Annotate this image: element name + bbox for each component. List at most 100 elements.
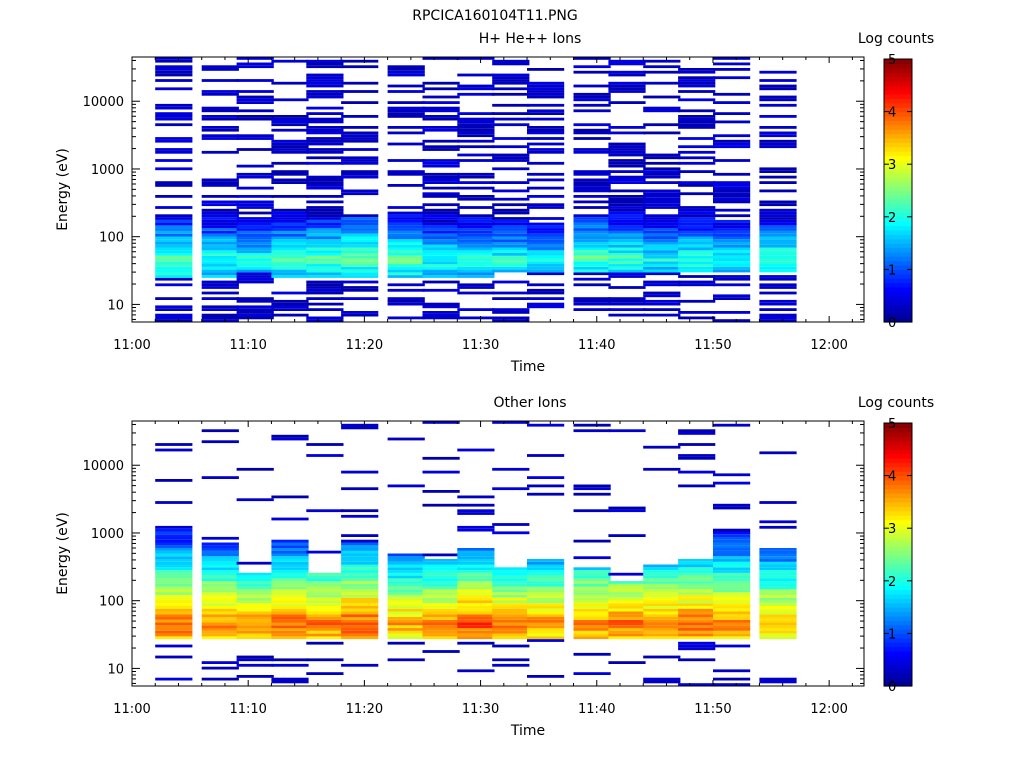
spectrogram-cell xyxy=(341,600,379,604)
spectrogram-cell xyxy=(713,230,751,234)
spectrogram-cell xyxy=(236,594,274,598)
spectrogram-cell xyxy=(201,109,239,113)
spectrogram-cell xyxy=(527,630,565,634)
spectrogram-cell xyxy=(492,264,530,267)
spectrogram-cell xyxy=(608,222,646,226)
spectrogram-cell xyxy=(155,561,193,565)
spectrogram-cell xyxy=(527,264,565,267)
spectrogram-cell xyxy=(387,159,425,162)
colorbar-tick-label: 3 xyxy=(888,522,896,537)
spectrogram-cell xyxy=(678,192,716,196)
spectrogram-cell xyxy=(236,575,274,579)
spectrogram-cell xyxy=(573,556,611,560)
spectrogram-cell xyxy=(527,206,565,209)
colorbar-segment xyxy=(884,203,912,209)
spectrogram-cell xyxy=(271,219,309,223)
colorbar-segment xyxy=(884,585,912,591)
spectrogram-cell xyxy=(492,636,530,640)
spectrogram-cell xyxy=(643,280,681,284)
spectrogram-cell xyxy=(271,181,309,184)
y-tick-label: 100 xyxy=(99,595,124,610)
spectrogram-cell xyxy=(608,244,646,248)
spectrogram-cell xyxy=(306,139,344,143)
spectrogram-cell xyxy=(713,134,751,138)
y-tick-label: 10000 xyxy=(83,95,124,110)
spectrogram-cell xyxy=(643,70,681,74)
spectrogram-cell xyxy=(492,308,530,311)
colorbar-segment xyxy=(884,286,912,292)
spectrogram-cell xyxy=(236,311,274,314)
spectrogram-cell xyxy=(341,583,379,587)
spectrogram-cell xyxy=(155,261,193,265)
spectrogram-cell xyxy=(643,131,681,135)
colorbar-frame xyxy=(883,58,913,323)
spectrogram-cell xyxy=(155,677,193,681)
spectrogram-cell xyxy=(573,247,611,251)
spectrogram-cell xyxy=(236,172,274,176)
spectrogram-cell xyxy=(759,286,797,289)
spectrogram-cell xyxy=(608,534,646,537)
spectrogram-cell xyxy=(341,514,379,518)
spectrogram-cell xyxy=(201,581,239,584)
spectrogram-cell xyxy=(387,556,425,560)
spectrogram-cell xyxy=(271,625,309,629)
spectrogram-cell xyxy=(608,148,646,151)
spectrogram-cell xyxy=(306,84,344,88)
spectrogram-cell xyxy=(201,570,239,573)
spectrogram-cell xyxy=(643,592,681,595)
spectrogram-cell xyxy=(678,214,716,218)
colorbar-segment xyxy=(884,545,912,551)
spectrogram-cell xyxy=(678,608,716,612)
x-tick-label: 11:30 xyxy=(462,702,499,717)
spectrogram-cell xyxy=(457,214,495,218)
colorbar-frame xyxy=(883,422,913,687)
spectrogram-cell xyxy=(608,241,646,245)
spectrogram-cell xyxy=(759,264,797,267)
colorbar-segment xyxy=(884,76,912,82)
spectrogram-cell xyxy=(155,283,193,287)
spectrogram-cell xyxy=(527,592,565,595)
spectrogram-cell xyxy=(422,313,460,317)
spectrogram-cell xyxy=(422,250,460,253)
spectrogram-cell xyxy=(306,120,344,124)
spectrogram-cell xyxy=(236,109,274,113)
spectrogram-cell xyxy=(608,62,646,66)
colorbar-segment xyxy=(884,300,912,306)
spectrogram-cell xyxy=(155,112,193,115)
spectrogram-cell xyxy=(527,559,565,562)
spectrogram-cell xyxy=(457,219,495,223)
spectrogram-cell xyxy=(492,523,530,526)
spectrogram-cell xyxy=(573,200,611,204)
spectrogram-cell xyxy=(759,126,797,129)
spectrogram-cell xyxy=(573,299,611,303)
spectrogram-cell xyxy=(573,255,611,259)
spectrogram-cell xyxy=(759,564,797,568)
spectrogram-cell xyxy=(759,219,797,223)
colorbar-segment xyxy=(884,580,912,586)
spectrogram-cell xyxy=(573,57,611,60)
colorbar-segment xyxy=(884,221,912,227)
spectrogram-cell xyxy=(271,597,309,601)
spectrogram-cell xyxy=(573,630,611,634)
spectrogram-cell xyxy=(201,611,239,615)
spectrogram-cell xyxy=(236,236,274,240)
spectrogram-cell xyxy=(759,550,797,554)
spectrogram-cell xyxy=(341,589,379,593)
spectrogram-cell xyxy=(713,536,751,540)
spectrogram-cell xyxy=(492,145,530,149)
spectrogram-cell xyxy=(608,589,646,593)
colorbar-segment xyxy=(884,598,912,604)
spectrogram-cell xyxy=(492,592,530,595)
spectrogram-cell xyxy=(387,266,425,270)
spectrogram-cell xyxy=(678,230,716,234)
spectrogram-cell xyxy=(678,253,716,256)
spectrogram-cell xyxy=(492,575,530,579)
spectrogram-cell xyxy=(422,603,460,606)
spectrogram-cell xyxy=(678,258,716,262)
spectrogram-cell xyxy=(527,611,565,615)
spectrogram-cell xyxy=(271,239,309,242)
spectrogram-cell xyxy=(271,614,309,617)
spectrogram-cell xyxy=(527,628,565,631)
spectrogram-cell xyxy=(387,233,425,237)
spectrogram-cell xyxy=(678,117,716,121)
